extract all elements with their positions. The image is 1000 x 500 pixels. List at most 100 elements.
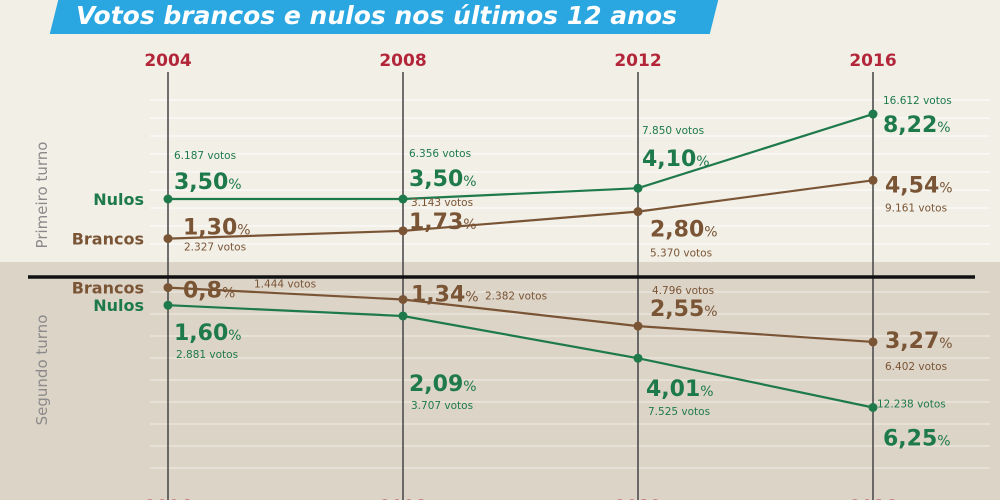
- data-label: 3,50%: [174, 170, 242, 195]
- data-label-value: 3,50: [174, 170, 228, 195]
- series-label: Brancos: [72, 279, 144, 298]
- data-label: 1,60%: [174, 321, 242, 346]
- percent-sign: %: [937, 120, 950, 136]
- data-point-nulos: [633, 183, 643, 193]
- data-label-value: 1,60: [174, 321, 228, 346]
- percent-sign: %: [222, 286, 235, 302]
- data-label: 2,55%: [650, 297, 718, 322]
- percent-sign: %: [463, 174, 476, 190]
- chart-title: Votos brancos e nulos nos últimos 12 ano…: [76, 1, 677, 30]
- votes-label: 2.881 votos: [176, 349, 238, 361]
- year-label: 2016: [849, 51, 896, 71]
- votes-label: 6.402 votos: [885, 361, 947, 373]
- round-label: Primeiro turno: [33, 142, 51, 249]
- data-label-value: 3,50: [409, 167, 463, 192]
- percent-sign: %: [237, 223, 250, 239]
- data-label-value: 3,27: [885, 329, 939, 354]
- data-label: 3,27%: [885, 329, 953, 354]
- data-label-value: 2,55: [650, 297, 704, 322]
- votes-label: 12.238 votos: [877, 399, 946, 411]
- data-point-nulos: [398, 194, 408, 204]
- data-label: 1,30%: [183, 216, 251, 241]
- data-point-brancos: [163, 283, 173, 293]
- data-label: 4,01%: [646, 377, 714, 402]
- year-label: 2012: [614, 497, 661, 500]
- data-point-nulos: [633, 353, 643, 363]
- data-label-value: 4,54: [885, 173, 939, 198]
- data-point-nulos: [163, 194, 173, 204]
- data-point-nulos: [398, 311, 408, 321]
- data-label-value: 8,22: [883, 113, 937, 138]
- data-point-nulos: [868, 403, 878, 412]
- percent-sign: %: [700, 384, 713, 400]
- data-point-brancos: [163, 234, 173, 244]
- votes-label: 5.370 votos: [650, 248, 712, 260]
- series-label: Brancos: [72, 230, 144, 249]
- data-label-value: 6,25: [883, 427, 937, 452]
- votes-label: 4.796 votos: [652, 285, 714, 297]
- data-label-value: 4,10: [642, 147, 696, 172]
- percent-sign: %: [696, 154, 709, 170]
- year-label: 2016: [849, 497, 896, 500]
- data-label: 3,50%: [409, 167, 477, 192]
- percent-sign: %: [463, 379, 476, 395]
- data-point-brancos: [398, 294, 408, 304]
- first-round-background: [0, 0, 1000, 262]
- data-label: 6,25%: [883, 427, 951, 452]
- data-point-nulos: [868, 109, 878, 119]
- data-point-brancos: [633, 321, 643, 331]
- year-label: 2008: [379, 51, 426, 71]
- data-label-value: 1,73: [409, 210, 463, 235]
- data-label-value: 1,30: [183, 216, 237, 241]
- year-label: 2004: [144, 51, 191, 71]
- votes-label: 9.161 votos: [885, 202, 947, 214]
- data-label: 4,10%: [642, 147, 710, 172]
- data-point-brancos: [868, 175, 878, 185]
- data-label: 0,8%: [183, 279, 235, 304]
- data-label: 1,73%: [409, 210, 477, 235]
- percent-sign: %: [228, 328, 241, 344]
- votes-label: 6.356 votos: [409, 148, 471, 160]
- votes-label: 7.525 votos: [648, 406, 710, 418]
- series-label: Nulos: [93, 190, 144, 209]
- data-label: 4,54%: [885, 173, 953, 198]
- percent-sign: %: [937, 434, 950, 450]
- data-label-value: 4,01: [646, 377, 700, 402]
- data-label: 2,80%: [650, 218, 718, 243]
- round-label: Segundo turno: [33, 315, 51, 426]
- data-point-brancos: [868, 337, 878, 347]
- percent-sign: %: [228, 177, 241, 193]
- votes-label: 7.850 votos: [642, 125, 704, 137]
- series-line-brancos: [167, 179, 874, 240]
- series-line-brancos: [167, 286, 874, 344]
- year-label: 2012: [614, 51, 661, 71]
- data-point-brancos: [633, 207, 643, 217]
- votes-label: 2.382 votos: [485, 290, 547, 302]
- percent-sign: %: [704, 225, 717, 241]
- data-point-brancos: [398, 226, 408, 236]
- percent-sign: %: [939, 180, 952, 196]
- data-label-value: 2,09: [409, 372, 463, 397]
- year-label: 2008: [379, 497, 426, 500]
- percent-sign: %: [465, 289, 478, 305]
- data-label-value: 2,80: [650, 218, 704, 243]
- data-label: 2,09%: [409, 372, 477, 397]
- votes-label: 6.187 votos: [174, 150, 236, 162]
- percent-sign: %: [463, 217, 476, 233]
- data-label-value: 1,34: [411, 282, 465, 307]
- votes-label: 16.612 votos: [883, 95, 952, 107]
- votes-label: 3.143 votos: [411, 197, 473, 209]
- data-label: 1,34%: [411, 282, 479, 307]
- year-label: 2004: [144, 497, 191, 500]
- series-line-nulos: [167, 304, 874, 409]
- votes-label: 2.327 votos: [184, 242, 246, 254]
- percent-sign: %: [704, 304, 717, 320]
- data-label: 8,22%: [883, 113, 951, 138]
- percent-sign: %: [939, 336, 952, 352]
- data-label-value: 0,8: [183, 279, 222, 304]
- votes-label: 1.444 votos: [254, 279, 316, 291]
- data-point-nulos: [163, 300, 173, 310]
- votes-label: 3.707 votos: [411, 400, 473, 412]
